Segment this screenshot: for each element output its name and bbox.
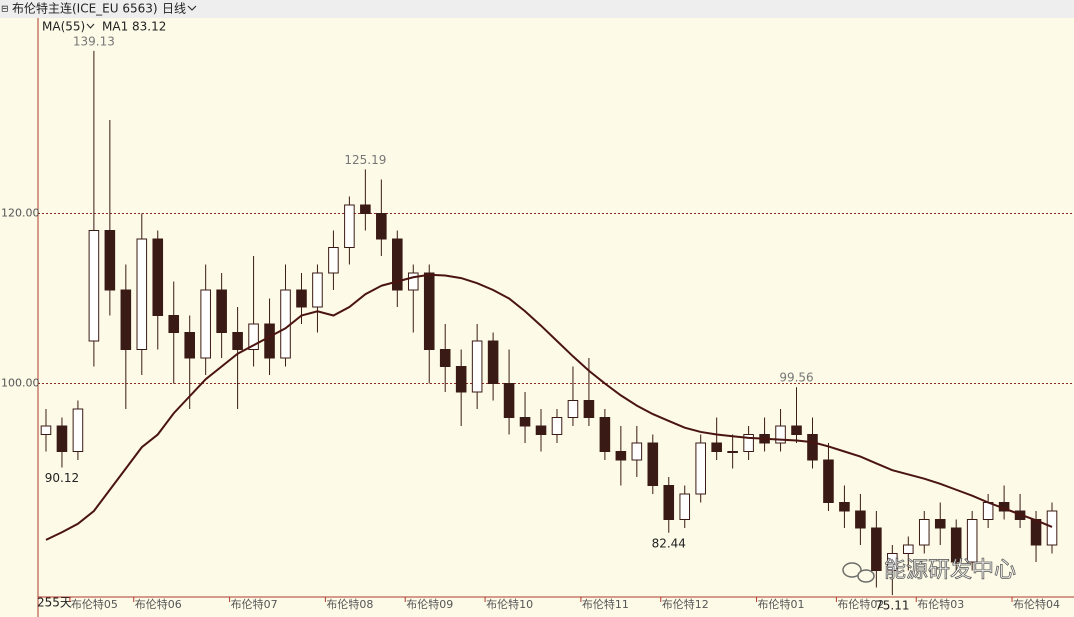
extreme-label: 125.19 [344, 153, 386, 167]
candle-body [950, 527, 962, 563]
y-tick-label: 100.00 [1, 377, 40, 390]
candle-body [312, 272, 323, 308]
candle-body [264, 323, 275, 359]
candle-body [344, 204, 355, 248]
menu-icon[interactable]: ⊟ [1, 5, 9, 15]
x-tick-label: 布伦特07 [231, 597, 278, 611]
x-tick-label: 布伦特04 [1013, 597, 1060, 611]
candle-body [120, 289, 132, 350]
watermark-icon [857, 569, 875, 583]
candle-body [775, 425, 786, 444]
extreme-label: 90.12 [45, 471, 79, 485]
indicator-value: MA1 83.12 [102, 20, 166, 34]
x-tick-label: 布伦特03 [917, 597, 964, 611]
candle-body [136, 238, 148, 350]
watermark: 能源研发中心 [842, 558, 1016, 583]
extreme-label: 82.44 [652, 536, 686, 550]
candle-body [807, 434, 818, 461]
x-tick-label: 布伦特10 [486, 597, 533, 611]
candle-body [360, 204, 371, 214]
x-tick-label: 布伦特01 [758, 597, 805, 611]
candle-body [216, 289, 227, 333]
range-label: 255天 [37, 596, 72, 610]
candle-body [200, 289, 211, 359]
candle-body [328, 247, 339, 274]
candle-body [871, 527, 882, 571]
symbol-title[interactable]: 布伦特主连(ICE_EU 6563) [12, 1, 158, 16]
chevron[interactable] [86, 23, 95, 29]
candle-body [184, 332, 195, 359]
candle-body [455, 366, 467, 393]
y-tick-label: 120.00 [1, 207, 40, 220]
candle-body [631, 442, 643, 461]
candle-body [918, 519, 930, 546]
candle-body [535, 425, 547, 435]
candle-body [966, 519, 978, 563]
chevron[interactable] [187, 5, 197, 11]
candle-body [248, 323, 259, 350]
candle-body [934, 519, 946, 529]
indicator-name[interactable]: MA(55) [42, 20, 85, 34]
candle-body [647, 442, 659, 486]
period-select[interactable]: 日线 [162, 2, 186, 16]
candle-body [791, 425, 802, 435]
candle-body [168, 315, 180, 333]
candle-body [439, 349, 451, 367]
candle-body [551, 417, 563, 435]
candle-body [280, 289, 291, 359]
ma-line [45, 273, 1053, 541]
candle-body [887, 553, 898, 571]
candle-body [519, 417, 531, 427]
watermark-icon [842, 562, 862, 578]
candle-body [56, 425, 68, 452]
candle-body [1046, 510, 1058, 546]
candle-body [567, 400, 579, 418]
x-tick-label: 布伦特08 [326, 597, 373, 611]
x-tick-label: 布伦特12 [662, 597, 709, 611]
x-tick-label: 布伦特11 [582, 597, 629, 611]
candle-body [855, 510, 866, 529]
candle-body [152, 238, 164, 316]
extreme-label: 99.56 [779, 371, 813, 385]
candle-body [487, 340, 499, 384]
toolbar [0, 0, 1074, 18]
candle-body [72, 408, 84, 452]
candle-body [743, 434, 754, 452]
candle-body [727, 451, 738, 453]
candle-body [232, 332, 243, 350]
candle-body [695, 442, 706, 495]
candle-body [104, 230, 116, 291]
extreme-label: 139.13 [73, 34, 115, 48]
candle-body [599, 417, 611, 452]
candle-body [88, 230, 100, 342]
candle-body [471, 340, 483, 393]
watermark-text: 能源研发中心 [884, 558, 1016, 583]
x-tick-label: 布伦特02 [837, 597, 884, 611]
candle-body [376, 213, 387, 240]
candle-body [663, 485, 675, 520]
extreme-label: 75.11 [875, 599, 909, 613]
candle-body [407, 272, 419, 291]
candle-body [679, 493, 691, 520]
candle-body [839, 502, 850, 512]
candle-body [615, 451, 627, 461]
candle-body [392, 238, 403, 291]
candle-body [40, 425, 52, 435]
candle-body [903, 544, 914, 554]
candle-body [982, 502, 994, 520]
candle-body [296, 289, 307, 308]
candle-body [423, 272, 435, 350]
candle-body [583, 400, 595, 418]
candle-body [503, 383, 515, 418]
x-tick-label: 布伦特06 [135, 597, 182, 611]
candle-body [1030, 519, 1042, 546]
x-tick-label: 布伦特09 [406, 597, 453, 611]
candle-body [711, 442, 722, 452]
candle-body [823, 459, 834, 503]
x-tick-label: 布伦特05 [71, 597, 118, 611]
